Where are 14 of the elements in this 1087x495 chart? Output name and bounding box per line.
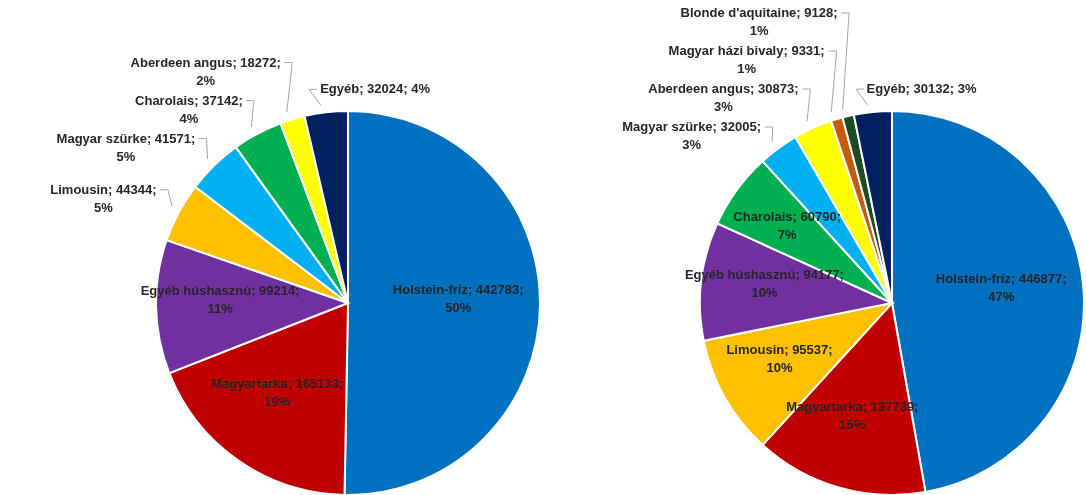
slice-label: Limousin; 44344; 5% (49, 180, 158, 217)
slice-label: Magyartarka; 165133; 19% (210, 374, 345, 411)
slice-label: Magyar szürke; 32005; 3% (621, 118, 762, 154)
slice-label: Magyar házi bivaly; 9331; 1% (667, 42, 826, 78)
slice-label: Egyéb; 30132; 3% (865, 80, 978, 99)
slice-label: Holstein-fríz; 442783; 50% (391, 281, 525, 318)
slice-label: Magyar szürke; 41571; 5% (55, 129, 197, 166)
slice-label: Blonde d'aquitaine; 9128; 1% (679, 4, 839, 40)
slice-label: Charolais; 37142; 4% (134, 91, 244, 128)
slice-label: Limousin; 95537; 10% (725, 340, 834, 377)
slice-label: Holstein-fríz; 446877; 47% (934, 269, 1068, 306)
slice-label: Aberdeen angus; 18272; 2% (129, 53, 282, 90)
slice-label: Aberdeen angus; 30873; 3% (647, 80, 800, 116)
slice-label: Egyéb; 32024; 4% (319, 80, 431, 99)
